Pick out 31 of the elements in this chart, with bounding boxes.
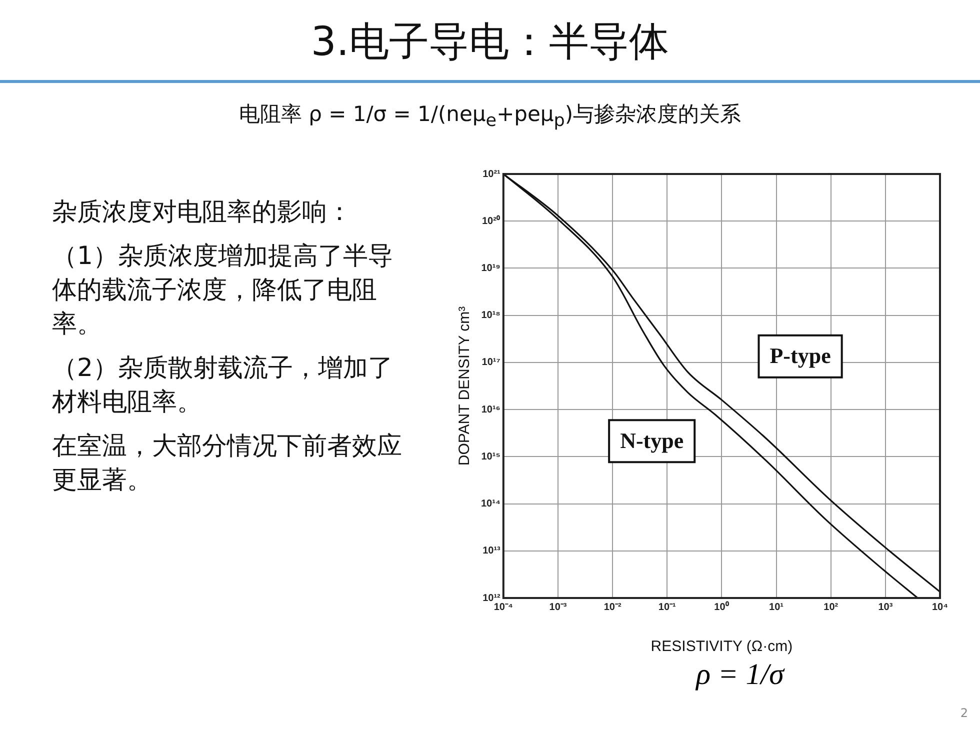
y-tick-label: 10¹⁴ bbox=[480, 498, 500, 510]
text: （1）杂质浓度增加提高了半导体的载流子浓度，降低了电阻率。 bbox=[52, 240, 394, 340]
y-tick-label: 10¹⁹ bbox=[481, 262, 501, 274]
y-tick-label: 10¹⁶ bbox=[481, 404, 500, 416]
y-tick-label: 10²¹ bbox=[482, 168, 502, 180]
text: ρ = 1/σ bbox=[694, 658, 786, 692]
text: P-type bbox=[770, 343, 832, 368]
x-axis-title: RESISTIVITY (Ω·cm) bbox=[650, 638, 793, 656]
x-tick-label: 10⁰ bbox=[714, 600, 730, 613]
text: 杂质浓度对电阻率的影响： bbox=[52, 196, 353, 228]
x-tick-label: 10³ bbox=[878, 602, 894, 613]
x-tick-label: 10⁻⁴ bbox=[494, 602, 513, 613]
chart-title: 3.电子导电：半导体 bbox=[310, 18, 670, 67]
y-tick-label: 10¹³ bbox=[482, 546, 502, 557]
text: 在室温，大部分情况下前者效应更显著。 bbox=[52, 430, 402, 496]
y-tick-label: 10¹⁸ bbox=[481, 310, 501, 322]
x-tick-label: 10⁻¹ bbox=[658, 602, 677, 613]
y-tick-label: 10¹⁵ bbox=[481, 451, 501, 462]
y-tick-label: 10¹² bbox=[482, 592, 502, 604]
y-tick-label: 10¹⁷ bbox=[482, 357, 500, 368]
text: 2 bbox=[960, 706, 968, 720]
y-axis-title: DOPANT DENSITY cm³ bbox=[456, 306, 474, 466]
x-tick-label: 10⁴ bbox=[932, 602, 948, 613]
x-tick-label: 10¹ bbox=[769, 602, 784, 613]
y-tick-label: 10²⁰ bbox=[482, 214, 500, 227]
x-tick-label: 10⁻³ bbox=[549, 602, 568, 613]
series-label: N-type bbox=[620, 428, 684, 453]
chart-subtitle: 电阻率 ρ = 1/σ = 1/(neμ$_{e}$+peμ$_{p}$)与掺杂浓度的关系 bbox=[238, 101, 742, 132]
text: （2）杂质散射载流子，增加了材料电阻率。 bbox=[52, 352, 394, 418]
x-tick-label: 10⁻² bbox=[604, 602, 622, 613]
x-tick-label: 10² bbox=[824, 602, 839, 613]
